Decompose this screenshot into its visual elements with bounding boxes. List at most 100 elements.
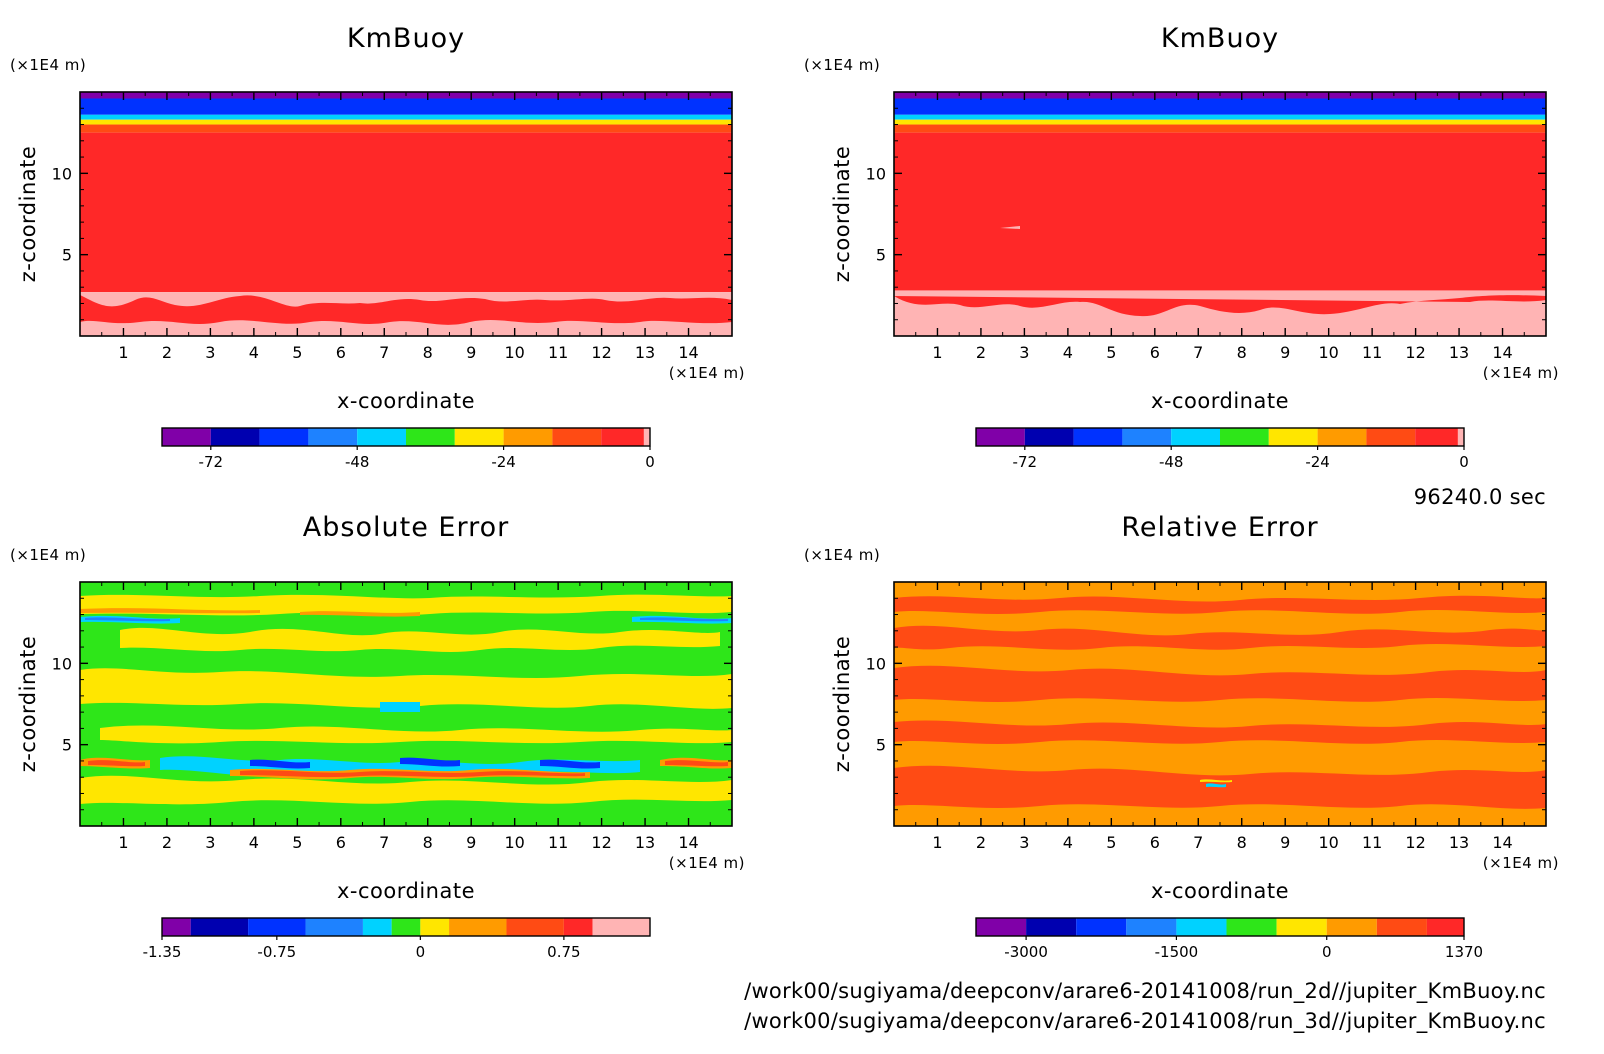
x-tick-label: 5 [292,833,302,852]
x-tick-label: 7 [379,833,389,852]
x-tick-label: 11 [548,833,568,852]
y-tick-label: 5 [876,246,886,265]
colorbar-frame [161,917,651,937]
x-tick-label: 6 [1150,833,1160,852]
x-tick-label: 6 [336,343,346,362]
contour-band [894,119,1546,125]
x-tick-label: 12 [1405,343,1425,362]
colorbar: -1.35 -0.75 0 0.75 [143,917,651,961]
colorbar-segment [506,918,564,936]
x-tick-label: 8 [423,343,433,362]
x-tick-label: 8 [423,833,433,852]
file-path-2d: /work00/sugiyama/deepconv/arare6-2014100… [744,979,1546,1004]
colorbar: -72 -48 -24 0 [161,427,655,471]
colorbar-segment [162,428,211,446]
y-axis-label: z-coordinate [16,636,40,773]
x-tick-label: 10 [504,833,524,852]
x-tick-label: 1 [118,833,128,852]
x-tick-label: 13 [635,343,655,362]
x-tick-label: 3 [1019,833,1029,852]
colorbar-tick-label: -24 [491,453,516,471]
colorbar-tick-label: -0.75 [257,943,296,961]
y-tick-label: 5 [876,736,886,755]
plot-area [80,92,732,336]
x-tick-label: 6 [336,833,346,852]
colorbar-tick-label: 0 [645,453,655,471]
colorbar-tick-label: 0 [416,943,426,961]
colorbar-segment [601,428,644,446]
colorbar-tick-label: 1370 [1445,943,1483,961]
plot-frame [893,581,1547,827]
x-unit-label: (×1E4 m) [669,854,745,872]
contour-band [894,98,1546,115]
panel-kmbuoy-left: KmBuoy (×1E4 m) 1 2 3 4 5 6 7 8 9 10 11 12 13 14 510 … [10,23,745,471]
colorbar-tick-label: -72 [1013,453,1038,471]
plot-area [80,582,732,826]
x-tick-label: 10 [504,343,524,362]
colorbar-segment [1457,428,1464,446]
y-tick-label: 10 [52,654,72,673]
colorbar: -72 -48 -24 0 [975,427,1469,471]
contour-band [80,124,732,133]
colorbar-tick-label: -24 [1305,453,1330,471]
x-tick-label: 12 [1405,833,1425,852]
x-tick-label: 2 [976,343,986,362]
colorbar-segment [643,428,650,446]
x-tick-label: 8 [1237,343,1247,362]
colorbar-segment [1376,918,1427,936]
colorbar-segment [259,428,309,446]
x-tick-label: 11 [548,343,568,362]
contour-fill-redorange [894,595,1546,809]
contour-band [80,132,732,293]
contour-band [80,114,732,120]
colorbar-segment [308,428,358,446]
x-tick-label: 11 [1362,343,1382,362]
time-label: 96240.0 sec [1414,485,1546,509]
x-tick-label: 14 [678,833,698,852]
x-unit-label: (×1E4 m) [1483,364,1559,382]
x-tick-label: 14 [1492,833,1512,852]
x-tick-label: 13 [1449,343,1469,362]
x-tick-label: 3 [1019,343,1029,362]
colorbar-tick-label: 0 [1322,943,1332,961]
y-tick-label: 5 [62,246,72,265]
panel-kmbuoy-right: KmBuoy (×1E4 m) 1 2 3 4 5 6 7 8 9 10 11 12 13 14 510 … [804,23,1559,471]
colorbar-tick-label: -1500 [1155,943,1199,961]
colorbar-tick-label: -72 [199,453,224,471]
y-unit-label: (×1E4 m) [804,546,880,564]
colorbar-segment [362,918,392,936]
y-tick-label: 10 [52,164,72,183]
colorbar-segment [1426,918,1464,936]
contour-band [80,119,732,125]
contour-fill-red [80,608,732,780]
colorbar-segment [503,428,553,446]
colorbar-segment [1122,428,1172,446]
colorbar-segment [162,918,191,936]
x-tick-label: 5 [1106,833,1116,852]
colorbar-segment [592,918,650,936]
colorbar-segment [1317,428,1367,446]
colorbar-segment [976,918,1027,936]
x-tick-label: 6 [1150,343,1160,362]
y-unit-label: (×1E4 m) [10,56,86,74]
contour-fill-lower [80,295,732,325]
colorbar-tick-label: -48 [345,453,370,471]
colorbar-segment [1073,428,1123,446]
plot-area [894,92,1546,336]
x-tick-label: 12 [591,833,611,852]
x-tick-label: 2 [162,343,172,362]
x-axis-label: x-coordinate [1151,879,1289,903]
colorbar-segment [1276,918,1327,936]
contour-band [894,132,1546,291]
plot-frame [79,91,733,337]
x-tick-label: 10 [1318,343,1338,362]
x-tick-label: 1 [932,833,942,852]
colorbar-segment [1176,918,1227,936]
x-tick-label: 3 [205,343,215,362]
colorbar-segment [190,918,249,936]
colorbar-segment [1415,428,1458,446]
x-tick-label: 1 [118,343,128,362]
x-axis-label: x-coordinate [1151,389,1289,413]
colorbar-segment [1220,428,1269,446]
colorbar-segment [1024,428,1074,446]
